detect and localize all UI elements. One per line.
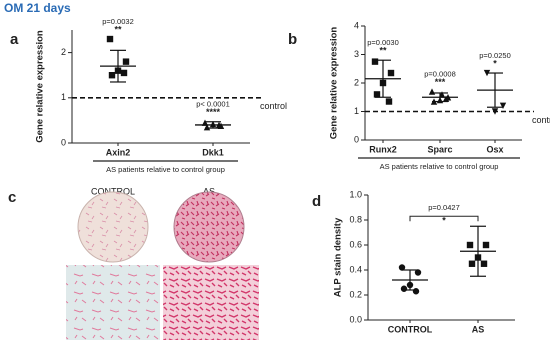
p-value: p=0.0008 (424, 70, 456, 79)
data-point (482, 241, 490, 249)
significance: * (442, 216, 446, 226)
significance: **** (206, 107, 221, 117)
significance: *** (435, 77, 446, 87)
data-point (468, 260, 476, 267)
data-point (466, 241, 474, 249)
y-axis-label: ALP stain density (333, 217, 344, 297)
p-value: p=0.0250 (479, 51, 511, 60)
x-tick-label: AS (472, 324, 485, 334)
x-tick-label: Sparc (427, 144, 452, 154)
y-tick-label: 1.0 (349, 189, 362, 199)
data-point (414, 269, 422, 276)
image-label: CONTROL (91, 186, 135, 196)
micrograph (66, 265, 160, 340)
data-point (400, 285, 408, 292)
y-axis-label: Gene relative expression (35, 30, 46, 143)
y-tick-label: 0.0 (349, 314, 362, 324)
panel-letter: b (288, 31, 297, 48)
reference-label: control (260, 101, 287, 111)
p-value: p=0.0032 (102, 17, 134, 26)
x-tick-label: Osx (486, 144, 503, 154)
x-tick-label: Dkk1 (202, 147, 224, 157)
x-tick-label: Axin2 (106, 147, 131, 157)
y-tick-label: 1 (354, 106, 359, 116)
significance: ** (114, 24, 122, 34)
y-tick-label: 4 (354, 20, 359, 30)
data-point (428, 88, 436, 95)
y-tick-label: 0.8 (349, 214, 362, 224)
figure-title: OM 21 days (4, 1, 71, 15)
y-tick-label: 0 (61, 137, 66, 147)
data-point (373, 91, 381, 98)
y-tick-label: 0.6 (349, 239, 362, 249)
y-tick-label: 0 (354, 134, 359, 144)
data-point (491, 108, 499, 115)
well-image (173, 191, 245, 263)
y-axis-label: Gene relative expression (329, 27, 340, 140)
y-tick-label: 0.4 (349, 264, 362, 274)
data-point (108, 72, 116, 79)
group-label: AS patients relative to control group (380, 162, 499, 171)
data-point (120, 69, 128, 77)
data-point (385, 98, 393, 105)
data-point (480, 260, 488, 267)
panel-letter: a (10, 31, 19, 48)
comparison-bracket (409, 215, 479, 222)
x-tick-label: CONTROL (388, 324, 433, 334)
panel-letter: d (312, 193, 321, 210)
data-point (122, 58, 130, 65)
y-tick-label: 0.2 (349, 289, 362, 299)
data-point (201, 119, 209, 126)
data-point (203, 123, 211, 131)
p-value: p=0.0427 (428, 203, 460, 212)
image-label: AS (203, 186, 215, 196)
reference-label: control (532, 115, 550, 125)
data-point (387, 69, 395, 77)
y-tick-label: 1 (61, 92, 66, 102)
data-point (371, 58, 379, 65)
x-tick-label: Runx2 (369, 144, 397, 154)
p-value: p=0.0030 (367, 38, 399, 47)
data-point (106, 35, 114, 43)
group-label: AS patients relative to control group (106, 165, 225, 174)
data-point (398, 264, 406, 271)
p-value: p< 0.0001 (196, 100, 230, 109)
y-tick-label: 2 (61, 47, 66, 57)
significance: * (493, 58, 497, 68)
data-point (412, 288, 420, 295)
y-tick-label: 2 (354, 77, 359, 87)
well-image (77, 191, 149, 263)
data-point (499, 102, 507, 109)
y-tick-label: 3 (354, 49, 359, 59)
panel-letter: c (8, 189, 16, 206)
micrograph (163, 265, 259, 340)
data-point (442, 95, 450, 102)
significance: ** (379, 46, 387, 56)
